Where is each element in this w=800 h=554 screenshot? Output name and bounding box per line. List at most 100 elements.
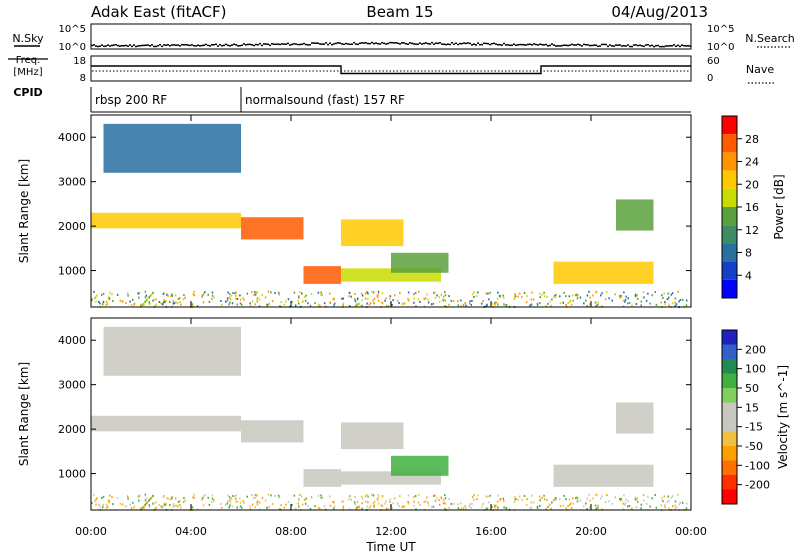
scatter-point [674,507,676,510]
scatter-point [229,301,231,304]
noise-point [497,43,499,46]
scatter-point [304,299,307,302]
scatter-point [176,505,179,508]
colorbar-cell [722,279,737,298]
noise-point [169,44,171,47]
scatter-point [488,298,490,301]
scatter-point [367,298,369,301]
scatter-point [182,298,185,301]
scatter-point [432,505,435,508]
noise-point [607,45,609,48]
scatter-point [670,293,673,296]
scatter-point [583,505,585,508]
scatter-point [146,298,149,301]
scatter-point [385,297,387,300]
noise-point [675,45,677,48]
scatter-point [502,497,505,500]
noise-point [313,42,315,44]
scatter-point [162,303,164,306]
scatter-point [643,499,645,502]
scatter-point [126,292,129,295]
scatter-point [502,296,505,299]
scatter-point [575,294,577,297]
scatter-point [133,505,136,508]
colorbar-tick-label: 20 [745,178,759,191]
scatter-point [539,499,541,502]
scatter-point [267,493,270,496]
noise-point [491,42,493,45]
scatter-point [388,500,391,503]
scatter-point [442,502,444,505]
noise-point [591,44,593,47]
scatter-point [403,505,406,508]
scatter-point [413,297,415,300]
scatter-point [486,304,488,307]
scatter-point [671,292,674,295]
noise-point [323,43,325,45]
scatter-point [380,301,383,304]
scatter-point [127,294,129,297]
scatter-point [368,303,371,306]
scatter-point [623,300,626,303]
scatter-point [249,508,252,511]
scatter-point [634,294,637,297]
noise-point [635,44,637,46]
noise-point [529,43,531,46]
scatter-point [443,298,445,301]
scatter-point [280,301,282,304]
cpid-segments: rbsp 200 RF normalsound (fast) 157 RF [90,87,405,112]
scatter-point [348,508,351,511]
scatter-point [152,299,154,302]
scatter-point [494,506,496,509]
scatter-point [254,506,257,509]
scatter-point [305,294,307,297]
scatter-point [472,496,474,499]
scatter-point [307,505,309,508]
scatter-point [366,302,368,305]
noise-point [159,44,161,46]
scatter-point [452,502,455,505]
scatter-point [681,501,684,504]
velocity-colorbar: 200 100 50 15 -15 -50 -100 -200 Velocity [m s^-… [721,329,790,505]
noise-point [641,45,643,47]
noise-point [203,44,205,46]
scatter-point [235,494,237,497]
scatter-point [348,295,350,298]
scatter-point [137,495,139,498]
scatter-point [348,498,350,501]
scatter-point [148,499,151,502]
scatter-point [140,305,143,308]
scatter-point [482,300,484,303]
cpid-segment-label: normalsound (fast) 157 RF [245,93,405,107]
scatter-point [384,502,386,505]
scatter-point [623,503,626,506]
scatter-point [469,503,471,506]
noise-point [409,42,411,44]
scatter-point [354,293,356,296]
noise-point [499,43,501,46]
noise-point [189,44,191,47]
noise-point [111,44,113,47]
noise-point [363,42,365,44]
noise-point [599,45,601,47]
scatter-point [208,300,211,303]
scatter-point [592,294,594,297]
scatter-point [226,502,229,505]
colorbar-cell [722,431,737,446]
scatter-point [191,506,194,509]
noise-point [317,42,319,44]
noise-point [513,43,515,45]
scatter-point [666,298,669,301]
scatter-point [594,301,597,304]
noise-point [389,41,391,44]
scatter-point [341,500,343,503]
scatter-point [546,498,548,501]
scatter-point [457,507,460,510]
scatter-point [251,291,253,294]
scatter-point [258,508,261,511]
noise-point [593,44,595,46]
scatter-point [249,302,251,305]
echo-band [241,217,304,240]
y-tick-label: 1000 [58,265,86,278]
noise-point [617,44,619,46]
